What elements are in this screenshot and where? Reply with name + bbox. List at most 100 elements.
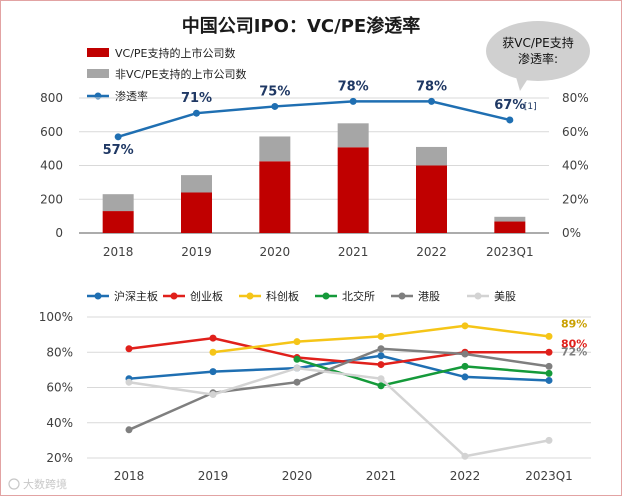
penetration-point-2019 [193, 109, 200, 117]
series-point-5-2022 [461, 452, 469, 460]
series-point-4-2022 [461, 350, 469, 358]
bar-nonvc-2020 [259, 136, 291, 162]
bottom-x-axis: 2018 2019 2020 2021 2022 2023Q1 [114, 469, 573, 483]
legend-swatch-vc [87, 48, 109, 57]
penetration-label-2019: 71% [181, 91, 212, 106]
top-bars [102, 123, 526, 233]
penetration-label-2018: 57% [103, 143, 134, 158]
bar-nonvc-2023Q1 [494, 216, 526, 222]
top-y-tick-label: 800 [40, 91, 63, 105]
series-point-5-2021 [377, 375, 385, 383]
bar-vc-2021 [337, 147, 369, 233]
legend-marker-0 [94, 292, 102, 300]
bar-vc-2020 [259, 161, 291, 233]
legend-label-3: 北交所 [342, 289, 375, 303]
bottom-y-tick-label: 40% [46, 416, 73, 430]
top-y2-tick-label: 60% [562, 125, 589, 139]
series-point-2-2021 [377, 332, 385, 340]
penetration-label-2020: 75% [259, 84, 290, 99]
series-point-2-2020 [293, 338, 301, 346]
legend-label-2: 科创板 [266, 289, 299, 303]
series-point-3-2021 [377, 382, 385, 390]
series-point-2-2022 [461, 322, 469, 330]
top-x-tick-label: 2022 [416, 245, 447, 259]
top-y-axis: 0 200 400 600 800 [40, 91, 63, 240]
bar-vc-2019 [181, 192, 212, 233]
bar-nonvc-2018 [102, 194, 134, 212]
series-point-2-2023Q1 [545, 332, 553, 340]
legend-swatch-nonvc [87, 69, 109, 78]
bottom-lines [125, 322, 553, 460]
penetration-line: 57% 71% 75% 78% 78% 67%[1] [103, 79, 537, 157]
bar-vc-2022 [416, 165, 447, 233]
series-line-1 [128, 336, 549, 366]
top-y2-tick-label: 0% [562, 226, 581, 240]
top-y2-tick-label: 80% [562, 91, 589, 105]
footnote-mark: [1] [524, 102, 537, 112]
series-point-1-2021 [377, 361, 385, 369]
bottom-y-tick-label: 20% [46, 451, 73, 465]
legend-marker-3 [322, 292, 330, 300]
series-point-0-2019 [209, 368, 217, 376]
series-point-3-2022 [461, 362, 469, 370]
penetration-point-2021 [349, 97, 357, 105]
series-point-5-2019 [209, 391, 217, 399]
legend-marker-1 [170, 292, 178, 300]
series-point-1-2023Q1 [545, 348, 553, 356]
series-point-2-2019 [209, 348, 217, 356]
top-x-tick-label: 2020 [260, 245, 291, 259]
top-gridlines [79, 97, 549, 234]
series-point-5-2020 [293, 364, 301, 372]
top-x-tick-label: 2021 [338, 245, 369, 259]
bar-nonvc-2019 [181, 175, 212, 193]
chart-title: 中国公司IPO：VC/PE渗透率 [182, 15, 420, 37]
bar-nonvc-2021 [337, 123, 369, 148]
series-point-0-2023Q1 [545, 376, 553, 384]
bottom-x-tick-label: 2018 [114, 469, 145, 483]
legend-label-0: 沪深主板 [114, 289, 158, 303]
bottom-x-tick-label: 2021 [366, 469, 397, 483]
series-point-3-2020 [293, 355, 301, 363]
bottom-y-tick-label: 60% [46, 381, 73, 395]
bottom-x-tick-label: 2020 [282, 469, 313, 483]
top-x-axis: 2018 2019 2020 2021 2022 2023Q1 [103, 245, 534, 259]
legend-marker-5 [474, 292, 482, 300]
penetration-point-2018 [114, 133, 122, 141]
top-x-tick-label: 2023Q1 [486, 245, 534, 259]
penetration-point-2022 [428, 97, 435, 105]
series-point-4-2023Q1 [545, 362, 553, 370]
top-y2-tick-label: 40% [562, 159, 589, 173]
legend-label-penetration: 渗透率 [115, 89, 148, 103]
penetration-point-2023Q1 [506, 116, 514, 124]
bar-vc-2018 [102, 211, 134, 233]
top-legend: VC/PE支持的上市公司数 非VC/PE支持的上市公司数 渗透率 [87, 46, 247, 103]
end-label-1: 80% [561, 337, 587, 350]
penetration-point-2020 [271, 102, 279, 110]
series-point-5-2023Q1 [545, 436, 553, 444]
series-point-0-2022 [461, 373, 469, 381]
series-point-0-2021 [377, 352, 385, 360]
callout-bubble: 获VC/PE支持 渗透率: [486, 21, 590, 91]
penetration-label-2023Q1: 67% [494, 98, 525, 113]
penetration-label-2021: 78% [338, 79, 369, 94]
end-label-4: 72% [561, 345, 587, 358]
bottom-x-tick-label: 2023Q1 [525, 469, 573, 483]
bottom-y-tick-label: 80% [46, 345, 73, 359]
bottom-y-axis: 20% 40% 60% 80% 100% [39, 310, 73, 465]
callout-line-2: 渗透率: [518, 51, 558, 66]
legend-label-5: 美股 [494, 290, 516, 303]
legend-label-nonvc: 非VC/PE支持的上市公司数 [115, 67, 247, 81]
series-line-4 [128, 347, 550, 431]
bar-vc-2023Q1 [494, 221, 526, 233]
series-point-3-2023Q1 [545, 369, 553, 377]
top-y-tick-label: 600 [40, 125, 63, 139]
top-y2-tick-label: 20% [562, 192, 589, 206]
series-point-4-2021 [377, 345, 385, 353]
bottom-x-tick-label: 2019 [198, 469, 229, 483]
bottom-legend: 沪深主板 创业板 科创板 北交所 港股 美股 [87, 289, 516, 303]
series-point-5-2018 [125, 378, 133, 386]
legend-label-4: 港股 [418, 290, 440, 303]
penetration-label-2022: 78% [416, 79, 447, 94]
series-point-1-2019 [209, 334, 217, 342]
